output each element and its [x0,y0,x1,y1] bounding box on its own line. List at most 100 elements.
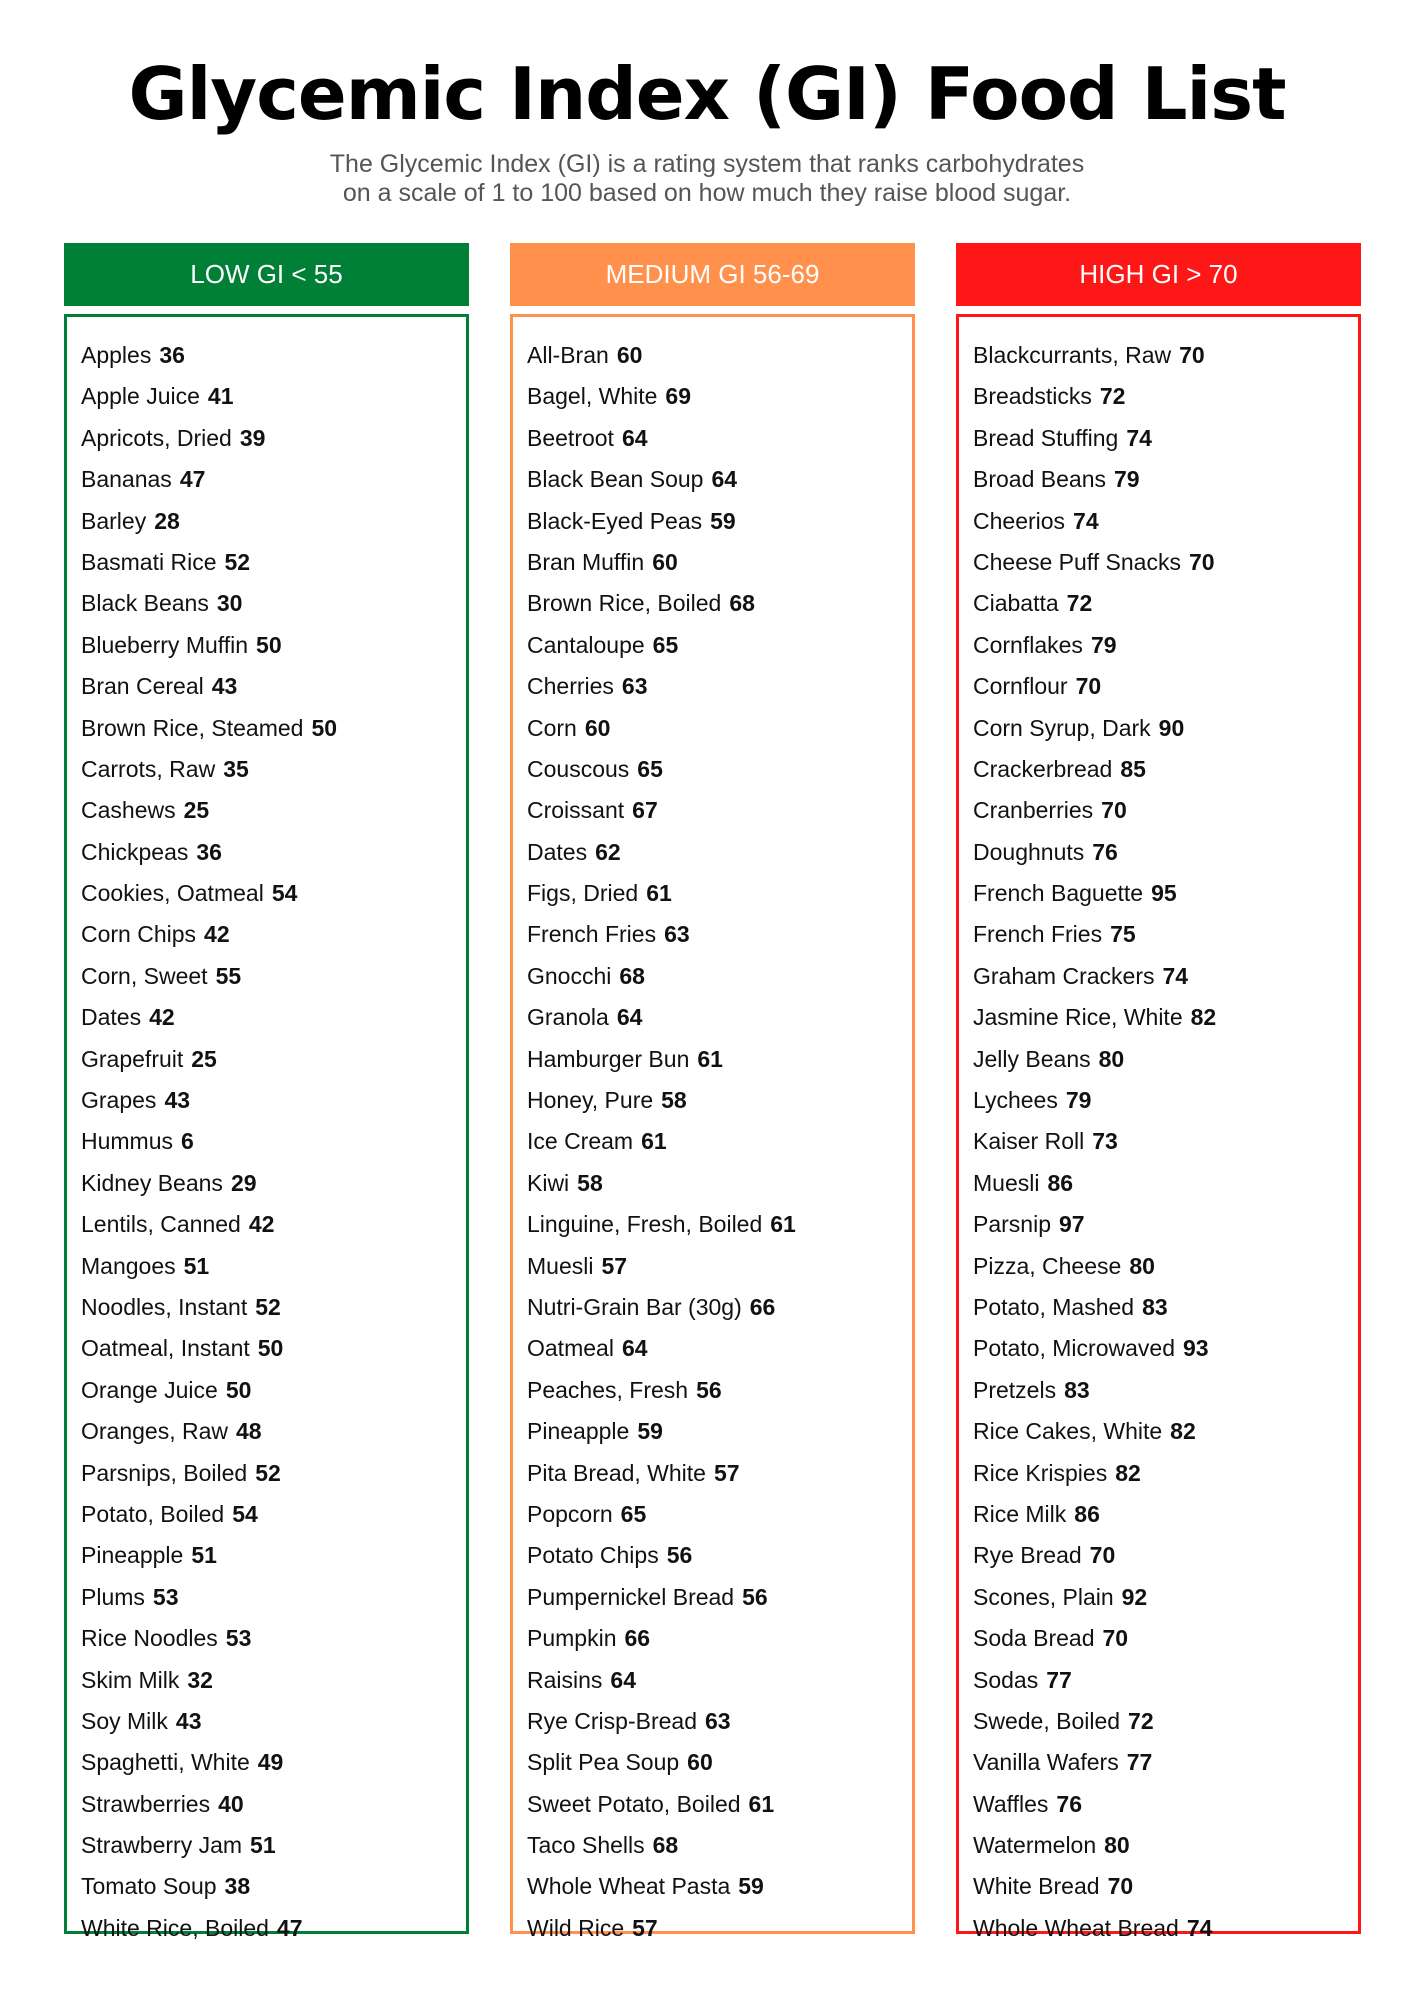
gi-value: 42 [204,921,230,948]
gi-value: 61 [641,1128,667,1155]
food-item: Blackcurrants, Raw 70 [973,335,1358,376]
gi-value: 86 [1047,1169,1074,1196]
food-name: Grapes [81,1087,157,1114]
gi-value: 59 [738,1873,764,1900]
food-name: Taco Shells [527,1832,645,1859]
food-list: All-Bran 60 Bagel, White 69 Beetroot 64 Black … [510,314,915,1941]
food-item: Plums 53 [81,1577,466,1618]
gi-value: 66 [749,1293,776,1320]
gi-value: 54 [232,1500,258,1527]
food-item: Barley 28 [81,501,466,542]
gi-value: 83 [1064,1376,1090,1403]
food-name: Grapefruit [81,1045,184,1072]
gi-value: 43 [164,1087,191,1114]
food-item: Potato, Microwaved 93 [973,1328,1358,1369]
food-item: Parsnip 97 [973,1204,1358,1245]
food-item: Waffles 76 [973,1784,1358,1825]
gi-value: 64 [616,1004,643,1031]
page-title: Glycemic Index (GI) Food List [128,52,1287,136]
gi-value: 61 [697,1045,723,1072]
food-name: Nutri-Grain Bar (30g) [527,1293,742,1320]
food-item: Grapes 43 [81,1080,466,1121]
food-name: Gnocchi [527,962,612,989]
gi-value: 82 [1170,1418,1196,1445]
food-item: Pizza, Cheese 80 [973,1246,1358,1287]
food-name: Parsnips, Boiled [81,1459,248,1486]
food-name: Cheese Puff Snacks [973,548,1181,575]
gi-value: 36 [159,342,185,368]
gi-value: 65 [652,631,679,658]
food-item: Potato Chips 56 [527,1535,912,1576]
food-name: Strawberry Jam [81,1832,243,1859]
food-name: Granola [527,1004,609,1031]
food-item: Doughnuts 76 [973,832,1358,873]
gi-value: 42 [149,1004,175,1031]
gi-value: 53 [152,1583,179,1610]
food-name: Ice Cream [527,1128,634,1155]
gi-value: 50 [311,714,338,741]
gi-value: 72 [1128,1707,1154,1734]
food-name: Rice Krispies [973,1459,1108,1486]
gi-value: 58 [661,1087,687,1114]
food-item: Cashews 25 [81,790,466,831]
food-name: Jelly Beans [973,1045,1091,1072]
food-item: Kiwi 58 [527,1163,912,1204]
food-name: Swede, Boiled [973,1707,1121,1734]
food-name: Lentils, Canned [81,1211,241,1238]
food-item: Parsnips, Boiled 52 [81,1453,466,1494]
gi-value: 57 [601,1252,628,1279]
gi-value: 58 [577,1169,603,1196]
gi-value: 50 [225,1376,252,1403]
food-name: Spaghetti, White [81,1749,250,1776]
food-item: Lychees 79 [973,1080,1358,1121]
food-item: Oatmeal 64 [527,1328,912,1369]
food-name: French Baguette [973,880,1144,907]
gi-value: 92 [1121,1583,1148,1610]
food-name: Sweet Potato, Boiled [527,1790,741,1817]
gi-value: 25 [183,797,210,824]
gi-value: 80 [1098,1045,1125,1072]
food-name: Blueberry Muffin [81,631,249,658]
food-name: Parsnip [973,1211,1051,1238]
food-name: Carrots, Raw [81,755,216,782]
food-item: Dates 42 [81,997,466,1038]
food-item: Apples 36 [81,335,466,376]
food-name: Wild Rice [527,1914,625,1941]
gi-value: 83 [1142,1293,1168,1320]
food-name: Whole Wheat Bread [973,1914,1179,1941]
gi-value: 67 [632,797,658,824]
food-item: Sodas 77 [973,1660,1358,1701]
food-name: Cantaloupe [527,631,645,658]
food-item: Croissant 67 [527,790,912,831]
gi-value: 70 [1089,1542,1116,1569]
food-name: Cherries [527,673,614,700]
food-name: Honey, Pure [527,1087,654,1114]
gi-value: 82 [1190,1004,1217,1031]
food-name: Noodles, Instant [81,1293,248,1320]
gi-value: 68 [619,962,645,989]
food-name: Muesli [527,1252,594,1279]
food-item: White Rice, Boiled 47 [81,1908,466,1949]
food-item: Black-Eyed Peas 59 [527,501,912,542]
food-name: Barley [81,507,147,534]
food-item: Cherries 63 [527,666,912,707]
food-item: Potato, Boiled 54 [81,1494,466,1535]
gi-value: 30 [216,590,243,617]
food-item: Corn Chips 42 [81,914,466,955]
food-item: Cornflour 70 [973,666,1358,707]
food-item: Couscous 65 [527,749,912,790]
gi-value: 93 [1182,1335,1209,1362]
gi-value: 52 [255,1459,281,1486]
food-name: White Bread [973,1873,1100,1900]
food-name: Pineapple [527,1418,630,1445]
food-item: Taco Shells 68 [527,1825,912,1866]
gi-value: 65 [620,1500,647,1527]
gi-value: 85 [1120,755,1146,782]
food-item: Corn, Sweet 55 [81,956,466,997]
food-item: Mangoes 51 [81,1246,466,1287]
food-name: Mangoes [81,1252,176,1279]
food-item: Granola 64 [527,997,912,1038]
food-item: Rye Bread 70 [973,1535,1358,1576]
gi-value: 97 [1058,1211,1085,1238]
food-name: Hamburger Bun [527,1045,690,1072]
